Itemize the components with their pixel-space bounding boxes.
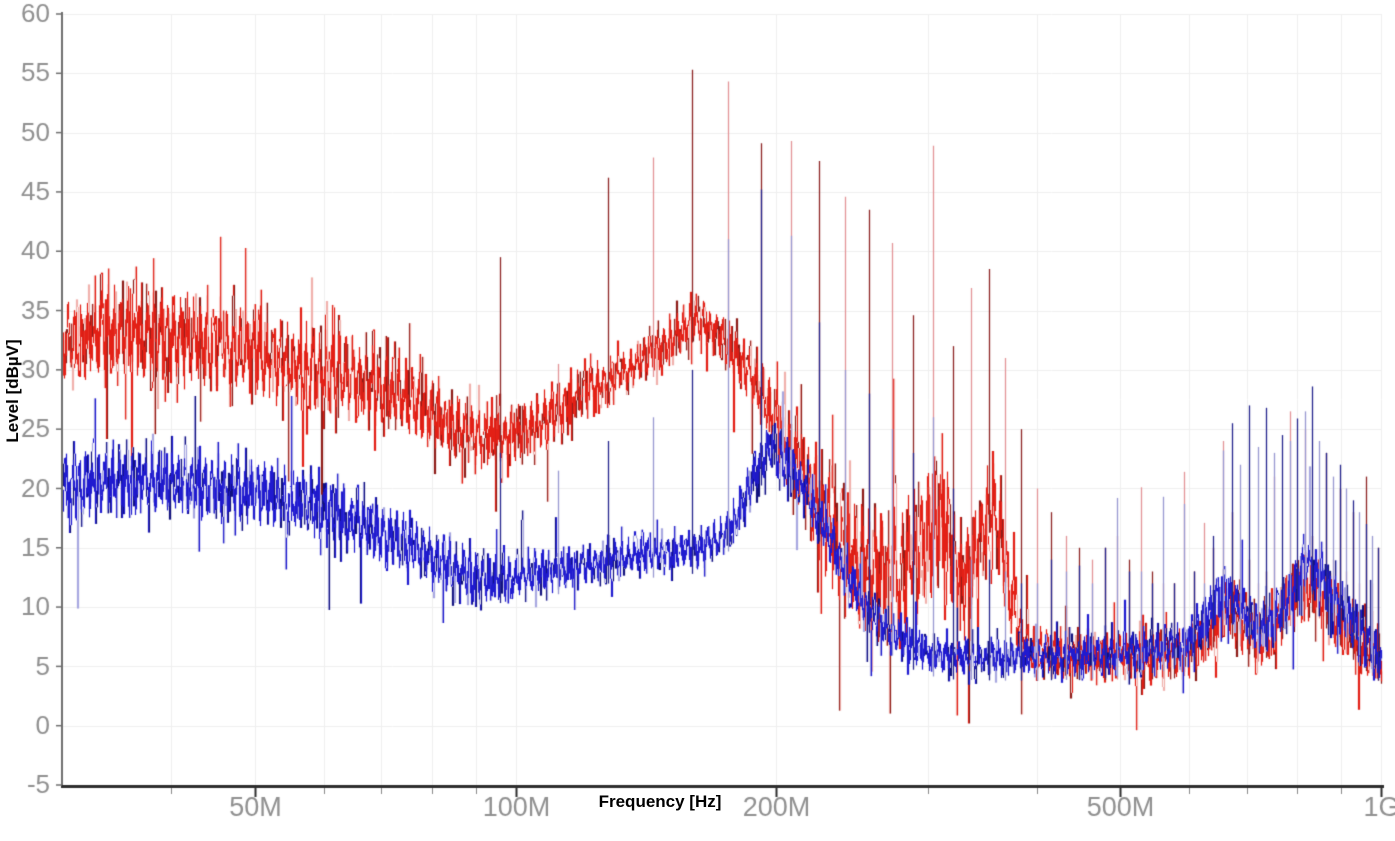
x-axis-title: Frequency [Hz]: [598, 792, 722, 811]
y-axis-title: Level [dBµV]: [3, 339, 22, 443]
